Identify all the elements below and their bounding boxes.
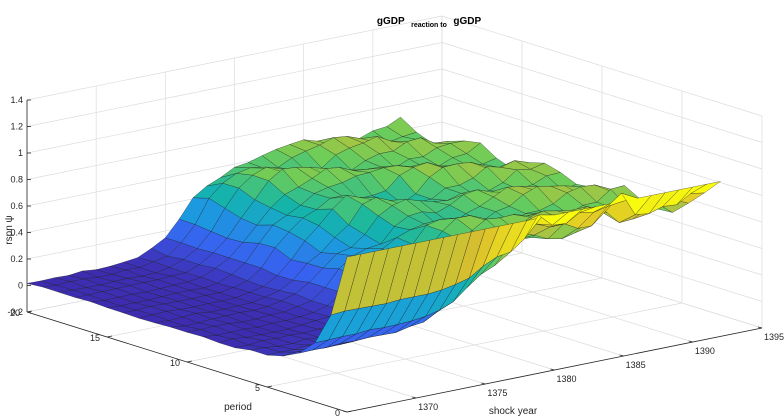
- surface: [26, 116, 721, 357]
- x-tick-label: 1390: [695, 346, 715, 356]
- y-tick-label: 0: [335, 408, 340, 417]
- z-tick-label: -0.2: [7, 307, 23, 317]
- chart-title-sub: reaction to: [411, 22, 447, 29]
- x-tick-label: 1385: [626, 360, 646, 370]
- grid-line: [441, 95, 763, 196]
- z-tick-label: 0.2: [10, 254, 23, 264]
- z-tick-label: 1.2: [10, 122, 23, 132]
- grid-line: [266, 302, 683, 388]
- grid-line: [441, 42, 763, 143]
- x-tick-mark: [481, 382, 486, 385]
- y-tick-label: 20: [10, 308, 20, 318]
- x-tick-label: 1380: [557, 374, 577, 384]
- z-axis-ticks: -0.2 0 0.2 0.4 0.6 0.8 1 1.2 1.4: [7, 95, 31, 317]
- y-axis-ticks: 0 5 10 15 20: [10, 308, 353, 417]
- grid-line: [26, 95, 443, 180]
- x-tick-mark: [757, 326, 763, 329]
- y-tick-label: 10: [170, 358, 180, 368]
- y-tick-label: 15: [90, 333, 100, 343]
- x-tick-label: 1375: [487, 388, 507, 398]
- z-tick-label: 0: [18, 281, 23, 291]
- z-tick-label: 0.6: [10, 201, 23, 211]
- x-axis-ticks: 1365137013751380138513901395: [342, 326, 784, 417]
- surface-patch: [690, 181, 721, 194]
- chart-title: gGDP reaction to gGDP: [377, 11, 482, 31]
- y-axis-label: period: [224, 402, 252, 413]
- x-axis-label: shock year: [489, 406, 538, 417]
- x-tick-label: 1370: [418, 402, 438, 412]
- grid-line: [441, 15, 763, 117]
- y-tick-mark: [26, 310, 33, 313]
- z-tick-label: 0.4: [10, 228, 23, 238]
- z-tick-label: 0.8: [10, 175, 23, 185]
- z-axis-label: rspn ψ: [4, 215, 15, 244]
- chart-title-main: gGDP: [377, 16, 405, 27]
- grid-line: [26, 42, 443, 127]
- x-tick-mark: [412, 396, 417, 399]
- y-tick-mark: [346, 410, 353, 413]
- x-tick-mark: [688, 340, 693, 343]
- y-tick-mark: [266, 385, 273, 388]
- y-tick-mark: [186, 360, 193, 363]
- grid-line: [26, 15, 443, 101]
- y-tick-mark: [106, 335, 113, 338]
- grid-line: [441, 121, 763, 223]
- z-tick-label: 1.4: [10, 95, 23, 105]
- x-tick-mark: [342, 410, 348, 413]
- y-tick-label: 5: [255, 383, 260, 393]
- grid-line: [441, 68, 763, 170]
- z-tick-label: 1: [18, 148, 23, 158]
- x-tick-label: 1395: [764, 332, 784, 342]
- chart-title-main-2: gGDP: [453, 16, 481, 27]
- grid-line: [26, 68, 443, 154]
- x-tick-mark: [550, 368, 555, 371]
- x-tick-mark: [619, 354, 624, 357]
